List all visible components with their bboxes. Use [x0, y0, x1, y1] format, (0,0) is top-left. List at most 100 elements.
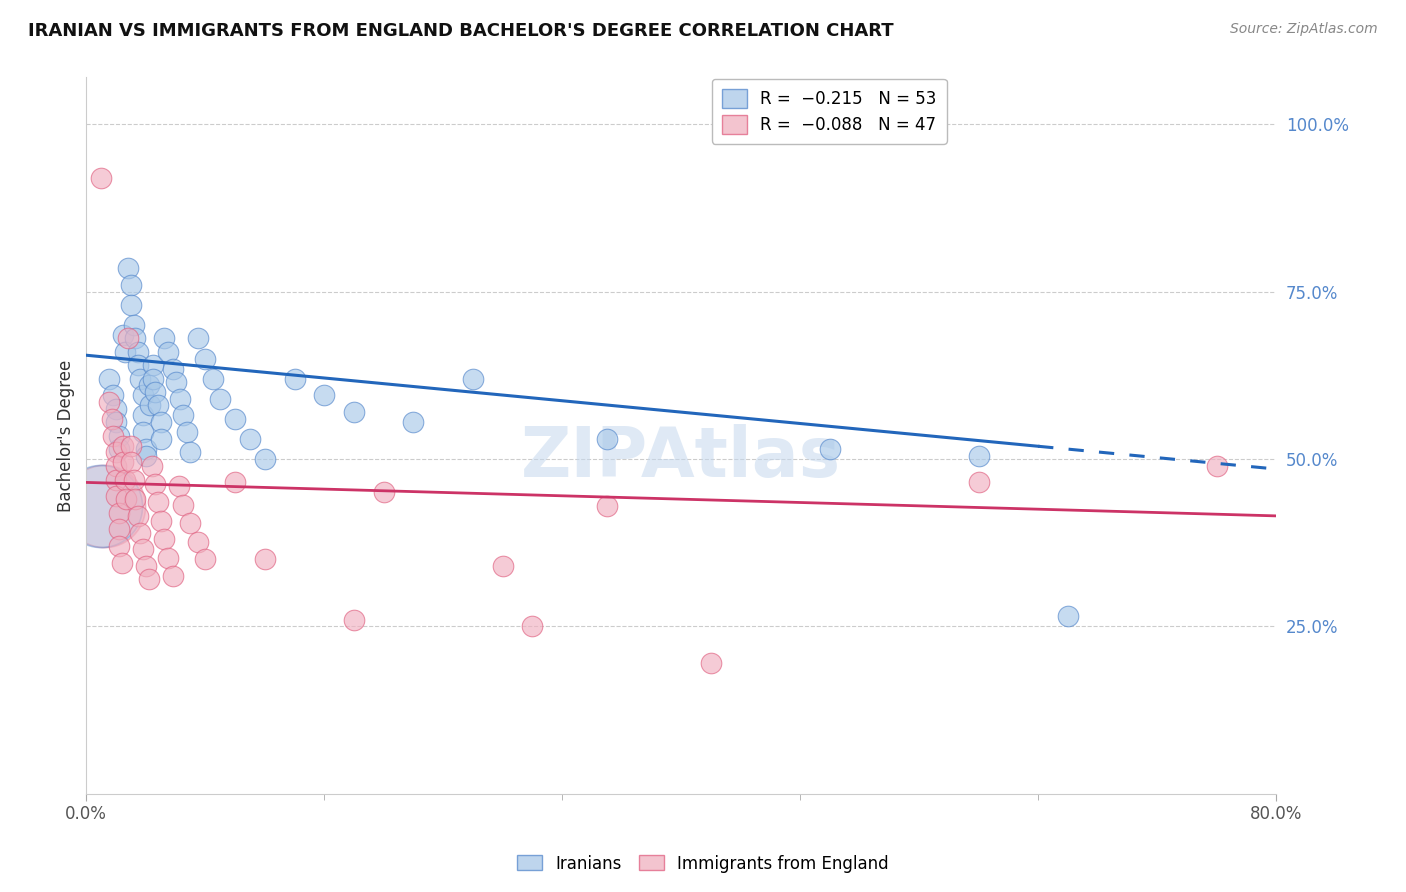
- Point: [108, 522, 131, 536]
- Point: [135, 559, 157, 574]
- Point: [127, 358, 149, 372]
- Text: ZIPAtlas: ZIPAtlas: [522, 424, 841, 491]
- Legend: R =  −0.215   N = 53, R =  −0.088   N = 47: R = −0.215 N = 53, R = −0.088 N = 47: [711, 78, 946, 144]
- Point: [124, 331, 146, 345]
- Point: [132, 409, 155, 423]
- Point: [165, 375, 187, 389]
- Point: [146, 399, 169, 413]
- Point: [117, 261, 139, 276]
- Point: [700, 656, 723, 670]
- Point: [114, 344, 136, 359]
- Point: [169, 392, 191, 406]
- Point: [179, 516, 201, 531]
- Point: [967, 449, 990, 463]
- Point: [209, 392, 232, 406]
- Point: [224, 475, 246, 490]
- Point: [101, 428, 124, 442]
- Point: [117, 331, 139, 345]
- Point: [141, 458, 163, 473]
- Point: [149, 432, 172, 446]
- Point: [124, 492, 146, 507]
- Point: [120, 277, 142, 292]
- Point: [152, 331, 174, 345]
- Point: [1205, 458, 1227, 473]
- Point: [201, 372, 224, 386]
- Point: [143, 385, 166, 400]
- Point: [343, 405, 366, 419]
- Point: [120, 455, 142, 469]
- Point: [132, 425, 155, 440]
- Point: [105, 489, 128, 503]
- Point: [93, 499, 115, 513]
- Point: [138, 378, 160, 392]
- Point: [142, 358, 165, 372]
- Point: [373, 485, 395, 500]
- Point: [142, 372, 165, 386]
- Point: [127, 508, 149, 523]
- Point: [461, 372, 484, 386]
- Point: [135, 449, 157, 463]
- Point: [112, 328, 135, 343]
- Point: [105, 415, 128, 429]
- Point: [253, 552, 276, 566]
- Point: [522, 619, 544, 633]
- Point: [108, 506, 131, 520]
- Point: [132, 542, 155, 557]
- Point: [128, 525, 150, 540]
- Point: [120, 298, 142, 312]
- Point: [105, 458, 128, 473]
- Legend: Iranians, Immigrants from England: Iranians, Immigrants from England: [510, 848, 896, 880]
- Point: [492, 559, 515, 574]
- Point: [152, 533, 174, 547]
- Point: [224, 412, 246, 426]
- Point: [114, 474, 136, 488]
- Point: [108, 539, 131, 553]
- Point: [967, 475, 990, 490]
- Point: [314, 388, 336, 402]
- Point: [343, 613, 366, 627]
- Point: [149, 415, 172, 429]
- Point: [172, 409, 194, 423]
- Point: [112, 455, 135, 469]
- Point: [108, 442, 131, 456]
- Point: [157, 344, 180, 359]
- Point: [818, 442, 841, 456]
- Point: [101, 388, 124, 402]
- Point: [149, 514, 172, 528]
- Point: [97, 395, 120, 409]
- Point: [122, 318, 145, 332]
- Point: [253, 452, 276, 467]
- Y-axis label: Bachelor's Degree: Bachelor's Degree: [58, 359, 75, 512]
- Point: [176, 425, 198, 440]
- Point: [1057, 609, 1080, 624]
- Point: [172, 498, 194, 512]
- Point: [90, 499, 112, 513]
- Point: [194, 351, 217, 366]
- Point: [194, 552, 217, 566]
- Point: [139, 399, 162, 413]
- Point: [187, 535, 209, 549]
- Point: [132, 388, 155, 402]
- Point: [105, 401, 128, 416]
- Point: [135, 442, 157, 456]
- Text: IRANIAN VS IMMIGRANTS FROM ENGLAND BACHELOR'S DEGREE CORRELATION CHART: IRANIAN VS IMMIGRANTS FROM ENGLAND BACHE…: [28, 22, 894, 40]
- Point: [90, 170, 112, 185]
- Point: [112, 439, 135, 453]
- Point: [143, 477, 166, 491]
- Point: [138, 573, 160, 587]
- Point: [105, 445, 128, 459]
- Point: [111, 556, 134, 570]
- Point: [157, 551, 180, 566]
- Text: Source: ZipAtlas.com: Source: ZipAtlas.com: [1230, 22, 1378, 37]
- Point: [239, 432, 262, 446]
- Point: [105, 474, 128, 488]
- Point: [100, 412, 122, 426]
- Point: [162, 361, 184, 376]
- Point: [120, 439, 142, 453]
- Point: [283, 372, 305, 386]
- Point: [146, 495, 169, 509]
- Point: [108, 428, 131, 442]
- Point: [187, 331, 209, 345]
- Point: [115, 492, 138, 507]
- Point: [97, 372, 120, 386]
